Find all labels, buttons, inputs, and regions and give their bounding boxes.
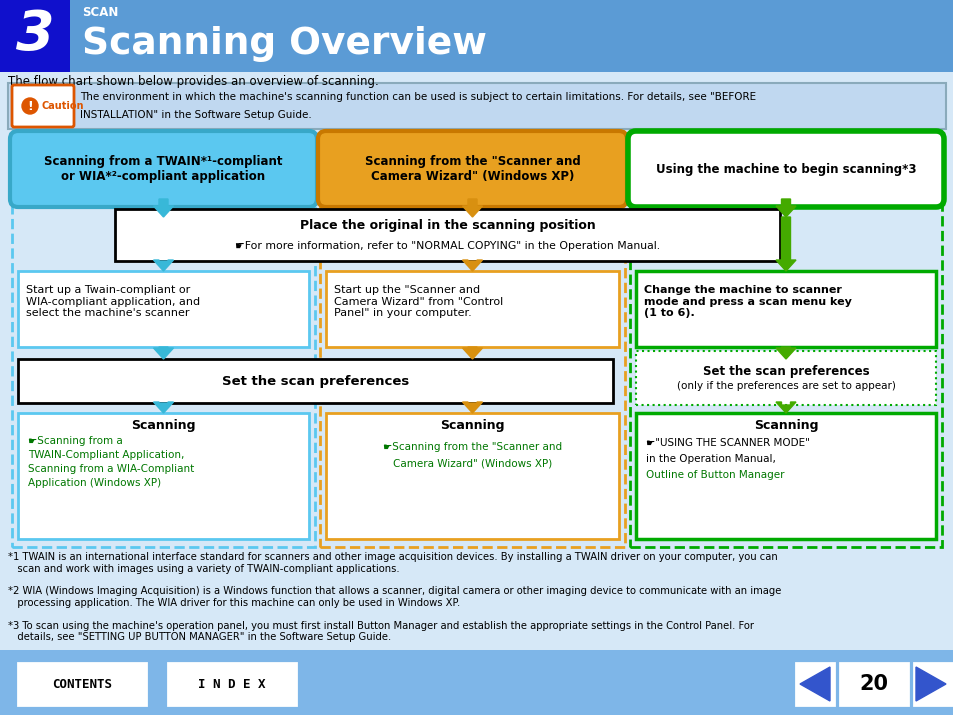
Bar bbox=[913, 663, 951, 705]
Polygon shape bbox=[462, 260, 482, 271]
Text: TWAIN-Compliant Application,: TWAIN-Compliant Application, bbox=[28, 450, 184, 460]
Polygon shape bbox=[775, 402, 795, 413]
Bar bbox=[0, 0, 70, 72]
Text: *3 To scan using the machine's operation panel, you must first install Button Ma: *3 To scan using the machine's operation… bbox=[8, 621, 753, 631]
Polygon shape bbox=[462, 402, 482, 413]
Bar bbox=[636, 271, 935, 347]
Text: Application (Windows XP): Application (Windows XP) bbox=[28, 478, 161, 488]
Bar bbox=[18, 359, 613, 403]
Bar bbox=[115, 209, 780, 261]
Bar bbox=[840, 663, 907, 705]
Text: Set the scan preferences: Set the scan preferences bbox=[222, 375, 409, 388]
Text: Start up the "Scanner and
Camera Wizard" from "Control
Panel" in your computer.: Start up the "Scanner and Camera Wizard"… bbox=[334, 285, 503, 318]
Text: CONTENTS: CONTENTS bbox=[52, 678, 112, 691]
Text: details, see "SETTING UP BUTTON MANAGER" in the Software Setup Guide.: details, see "SETTING UP BUTTON MANAGER"… bbox=[8, 633, 391, 643]
Text: Scanning: Scanning bbox=[439, 418, 504, 431]
Polygon shape bbox=[153, 260, 173, 271]
Polygon shape bbox=[462, 347, 482, 359]
Bar bbox=[795, 663, 833, 705]
Polygon shape bbox=[800, 667, 829, 701]
Bar bbox=[8, 83, 945, 129]
Polygon shape bbox=[775, 347, 795, 359]
Text: INSTALLATION" in the Software Setup Guide.: INSTALLATION" in the Software Setup Guid… bbox=[80, 110, 312, 120]
Text: ☛"USING THE SCANNER MODE": ☛"USING THE SCANNER MODE" bbox=[645, 438, 809, 448]
Polygon shape bbox=[462, 199, 482, 217]
Bar bbox=[12, 141, 314, 547]
Bar bbox=[18, 663, 146, 705]
Bar bbox=[326, 413, 618, 539]
Bar bbox=[636, 413, 935, 539]
Text: Scanning from a TWAIN*¹-compliant
or WIA*²-compliant application: Scanning from a TWAIN*¹-compliant or WIA… bbox=[44, 155, 282, 183]
Polygon shape bbox=[153, 199, 173, 217]
Text: *1 TWAIN is an international interface standard for scanners and other image acq: *1 TWAIN is an international interface s… bbox=[8, 552, 777, 562]
Text: Place the original in the scanning position: Place the original in the scanning posit… bbox=[299, 220, 595, 232]
Polygon shape bbox=[915, 667, 945, 701]
Circle shape bbox=[22, 98, 38, 114]
Text: in the Operation Manual,: in the Operation Manual, bbox=[645, 454, 775, 464]
Bar bbox=[636, 351, 935, 405]
Text: ☛Scanning from a: ☛Scanning from a bbox=[28, 436, 123, 446]
Text: Scanning from the "Scanner and
Camera Wizard" (Windows XP): Scanning from the "Scanner and Camera Wi… bbox=[364, 155, 579, 183]
FancyBboxPatch shape bbox=[12, 85, 74, 127]
Text: Set the scan preferences: Set the scan preferences bbox=[702, 365, 868, 378]
Text: SCAN: SCAN bbox=[82, 6, 118, 19]
Text: ☛Scanning from the "Scanner and: ☛Scanning from the "Scanner and bbox=[382, 442, 561, 452]
Text: Scanning: Scanning bbox=[753, 418, 818, 431]
Text: processing application. The WIA driver for this machine can only be used in Wind: processing application. The WIA driver f… bbox=[8, 598, 459, 608]
Bar bbox=[0, 650, 953, 715]
Text: 20: 20 bbox=[859, 674, 887, 694]
Text: Scanning from a WIA-Compliant: Scanning from a WIA-Compliant bbox=[28, 464, 194, 474]
Polygon shape bbox=[153, 347, 173, 359]
FancyBboxPatch shape bbox=[10, 131, 316, 207]
Text: I N D E X: I N D E X bbox=[198, 678, 266, 691]
Text: Start up a Twain-compliant or
WIA-compliant application, and
select the machine': Start up a Twain-compliant or WIA-compli… bbox=[26, 285, 200, 318]
Text: Camera Wizard" (Windows XP): Camera Wizard" (Windows XP) bbox=[393, 458, 552, 468]
Bar bbox=[18, 413, 309, 539]
Text: The flow chart shown below provides an overview of scanning.: The flow chart shown below provides an o… bbox=[8, 74, 378, 87]
Text: Change the machine to scanner
mode and press a scan menu key
(1 to 6).: Change the machine to scanner mode and p… bbox=[643, 285, 851, 318]
Text: scan and work with images using a variety of TWAIN-compliant applications.: scan and work with images using a variet… bbox=[8, 563, 399, 573]
Text: !: ! bbox=[27, 99, 32, 112]
Text: ☛For more information, refer to "NORMAL COPYING" in the Operation Manual.: ☛For more information, refer to "NORMAL … bbox=[234, 241, 659, 251]
Text: Using the machine to begin scanning*3: Using the machine to begin scanning*3 bbox=[655, 162, 915, 175]
FancyBboxPatch shape bbox=[627, 131, 943, 207]
Bar bbox=[0, 0, 953, 72]
Polygon shape bbox=[153, 402, 173, 413]
Polygon shape bbox=[775, 199, 795, 217]
Bar bbox=[18, 271, 309, 347]
Text: 3: 3 bbox=[15, 8, 54, 62]
Bar bbox=[326, 271, 618, 347]
Text: Caution: Caution bbox=[42, 101, 85, 111]
Text: Scanning: Scanning bbox=[132, 418, 195, 431]
Polygon shape bbox=[775, 217, 795, 271]
Bar bbox=[629, 141, 941, 547]
Text: The environment in which the machine's scanning function can be used is subject : The environment in which the machine's s… bbox=[80, 92, 756, 102]
Text: (only if the preferences are set to appear): (only if the preferences are set to appe… bbox=[676, 381, 895, 391]
Text: Scanning Overview: Scanning Overview bbox=[82, 26, 486, 62]
Bar bbox=[168, 663, 295, 705]
Text: *2 WIA (Windows Imaging Acquisition) is a Windows function that allows a scanner: *2 WIA (Windows Imaging Acquisition) is … bbox=[8, 586, 781, 596]
Bar bbox=[319, 141, 624, 547]
FancyBboxPatch shape bbox=[317, 131, 626, 207]
Text: Outline of Button Manager: Outline of Button Manager bbox=[645, 470, 783, 480]
